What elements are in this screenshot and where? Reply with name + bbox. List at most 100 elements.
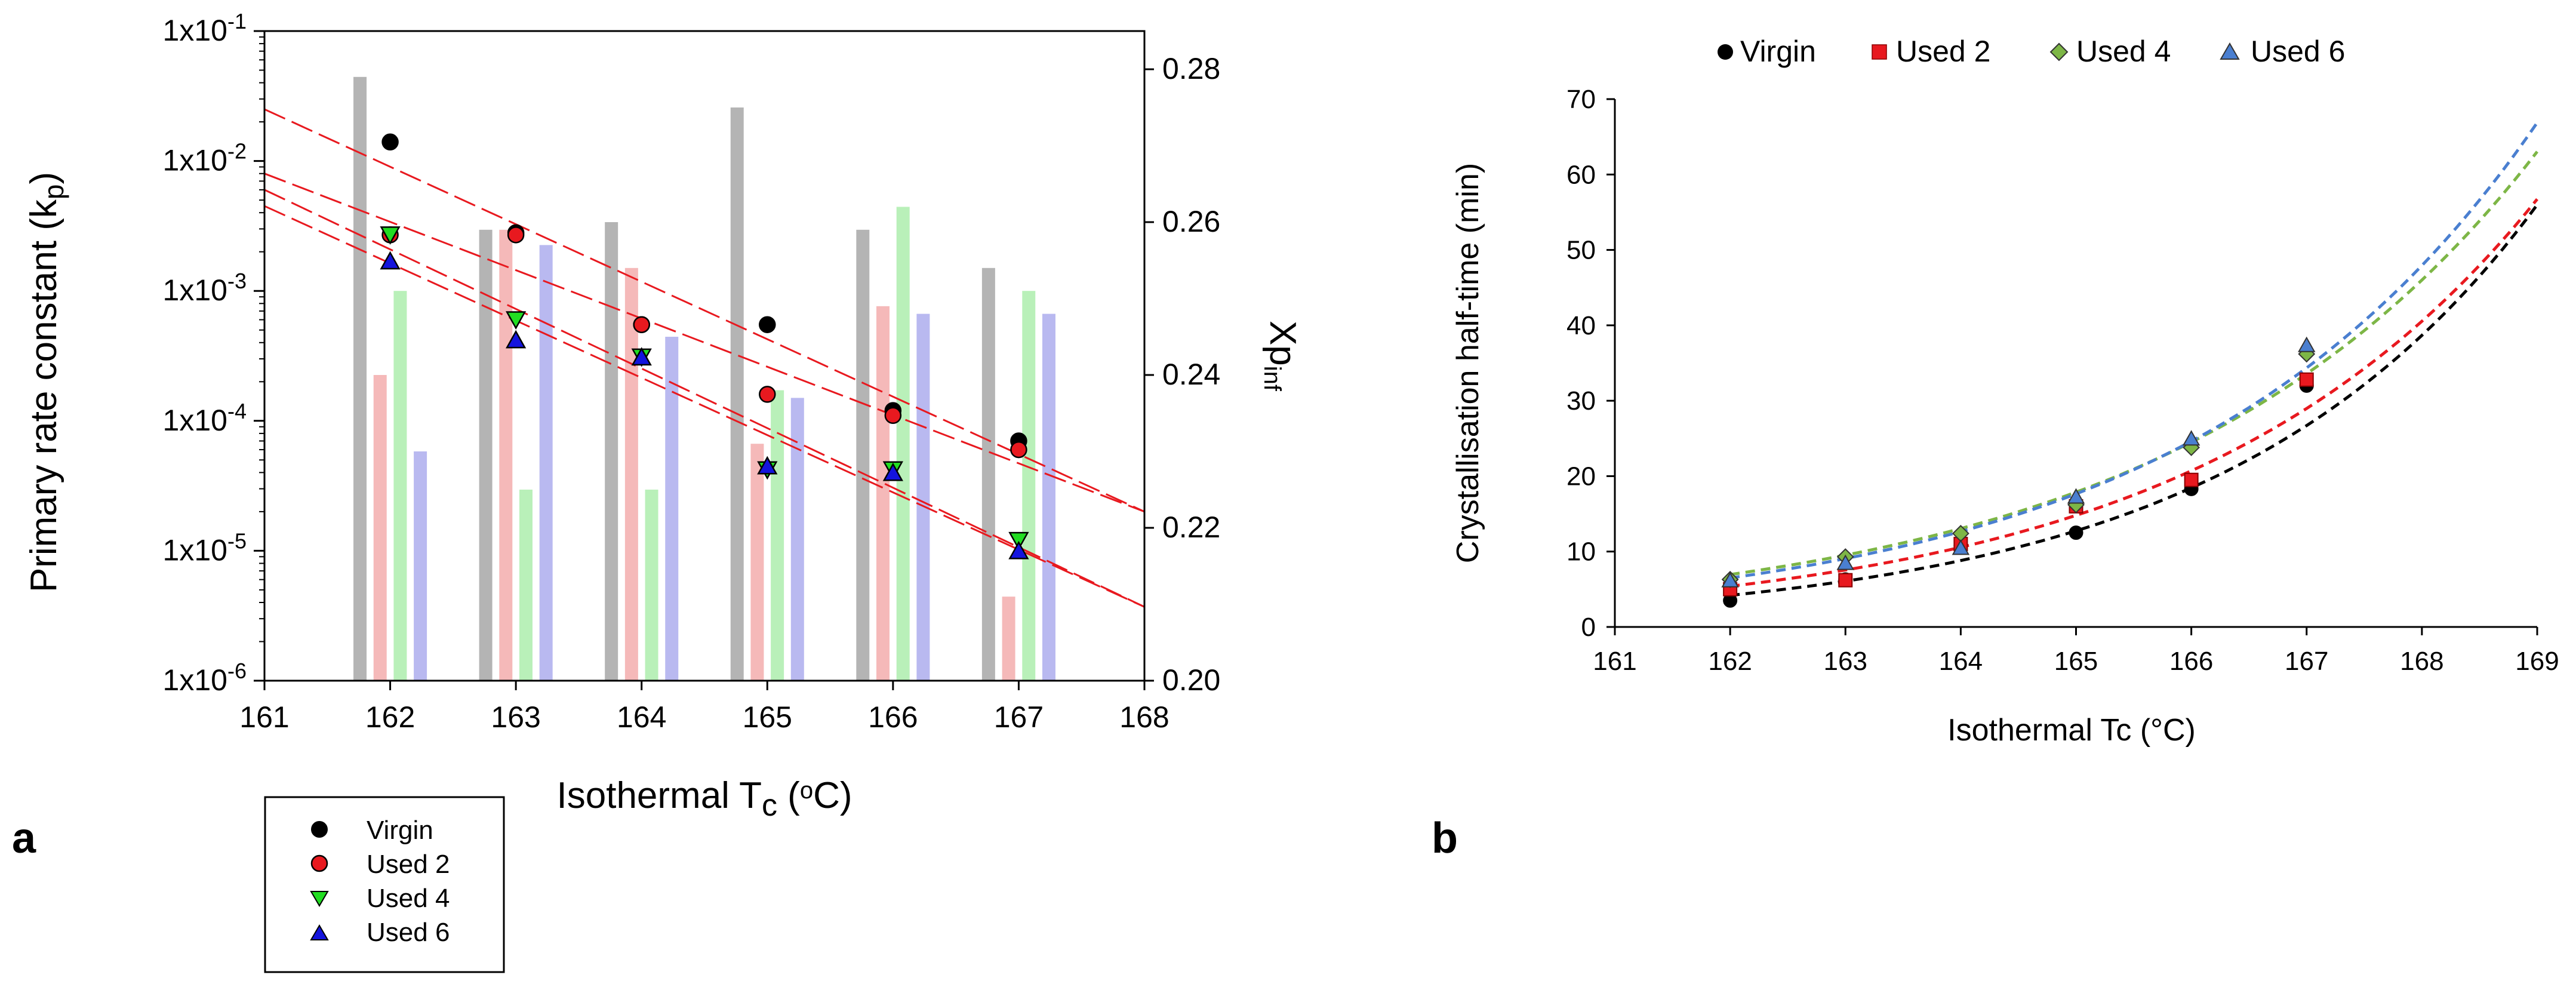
- a-data-points: [380, 133, 1029, 559]
- b-legend-label-used2: Used 2: [1896, 35, 1990, 68]
- b-fit-used-4: [1729, 150, 2538, 576]
- a-point-used-2: [759, 386, 776, 403]
- panel-a-label: a: [12, 814, 36, 862]
- b-y-ticks: 0 10 20 30 40 50 60 70: [1566, 85, 1615, 642]
- a-bar-virgin: [730, 107, 744, 681]
- b-legend-label-virgin: Virgin: [1740, 35, 1816, 68]
- a-bar-used-6: [665, 337, 679, 681]
- a-bar-used-6: [414, 451, 427, 681]
- a-bar-used-6: [539, 245, 553, 681]
- a-fit-line: [264, 108, 1145, 513]
- a-bar-used-2: [499, 229, 513, 681]
- a-fit-line: [264, 189, 1145, 608]
- a-x-axis-label: Isothermal Tc (oC): [557, 775, 852, 823]
- panel-b-label: b: [1432, 814, 1458, 862]
- a-legend-marker-used6: [310, 924, 329, 940]
- b-y-tick-label: 70: [1566, 85, 1596, 114]
- a-point-used-6: [882, 462, 903, 481]
- a-y2-tick-label: 0.24: [1162, 358, 1220, 391]
- b-legend-label-used4: Used 4: [2076, 35, 2171, 68]
- a-point-virgin: [381, 133, 399, 151]
- b-x-tick-label: 163: [1824, 647, 1867, 676]
- a-point-used-6: [380, 251, 401, 270]
- b-legend-marker-virgin: [1718, 44, 1733, 60]
- a-y2-tick-label: 0.26: [1162, 205, 1220, 238]
- a-y-tick-label: 1x10-6: [163, 659, 247, 697]
- b-point-used-6: [1836, 554, 1854, 570]
- a-x-tick-label: 162: [365, 700, 415, 734]
- a-bar-used-2: [750, 444, 764, 681]
- a-bar-used-6: [790, 398, 804, 681]
- a-point-used-6: [1008, 540, 1029, 559]
- b-data-points: [1721, 336, 2316, 608]
- a-legend-box: [264, 796, 505, 973]
- a-bar-group: [353, 76, 1055, 681]
- b-legend-marker-used4: [2049, 42, 2069, 62]
- b-fit-virgin: [1729, 204, 2538, 597]
- a-x-tick-label: 167: [994, 700, 1044, 734]
- a-bar-used-6: [1042, 313, 1055, 681]
- b-legend: Virgin Used 2 Used 4 Used 6: [1718, 35, 2345, 68]
- b-y-tick-label: 50: [1566, 236, 1596, 265]
- a-point-used-6: [757, 456, 778, 475]
- b-y-tick-label: 30: [1566, 386, 1596, 416]
- a-plot-frame: [263, 30, 1146, 682]
- a-point-virgin: [759, 316, 776, 333]
- a-point-used-6: [631, 347, 652, 366]
- a-x-tick-label: 165: [743, 700, 792, 734]
- a-legend-label-used2: Used 2: [367, 850, 450, 879]
- a-legend-marker-virgin: [311, 821, 328, 838]
- panel-a: 161 162 163 164 165 166 167 168 1x10-11x10-21x1…: [12, 9, 1303, 973]
- a-fit-lines: [264, 108, 1145, 608]
- b-point-used-6: [2182, 430, 2200, 446]
- b-x-tick-label: 168: [2400, 647, 2443, 676]
- a-bar-used-4: [519, 490, 533, 681]
- a-y-tick-label: 1x10-4: [163, 399, 247, 437]
- b-point-used-2: [1838, 573, 1853, 588]
- a-bar-used-2: [876, 306, 890, 681]
- a-y2-tick-label: 0.22: [1162, 511, 1220, 544]
- a-point-used-4: [380, 226, 401, 245]
- b-point-used-6: [2298, 336, 2316, 352]
- b-x-tick-label: 161: [1593, 647, 1636, 676]
- b-y-tick-label: 20: [1566, 462, 1596, 491]
- a-legend: Virgin Used 2 Used 4 Used 6: [264, 796, 505, 973]
- b-x-tick-label: 164: [1939, 647, 1983, 676]
- a-point-used-4: [506, 311, 527, 330]
- a-point-used-6: [506, 330, 527, 349]
- a-bar-virgin: [605, 222, 618, 681]
- b-y-axis-label: Crystallisation half-time (min): [1451, 163, 1485, 563]
- b-x-ticks: 161 162 163 164 165 166 167 168 169: [1593, 627, 2559, 676]
- a-y2-tick-label: 0.20: [1162, 663, 1220, 697]
- b-x-axis-label: Isothermal Tc (°C): [1947, 713, 2196, 748]
- a-bar-virgin: [479, 229, 493, 681]
- b-point-used-2: [2299, 372, 2314, 387]
- b-point-used-6: [1721, 571, 1739, 588]
- a-legend-label-used4: Used 4: [367, 884, 450, 913]
- b-y-tick-label: 10: [1566, 537, 1596, 567]
- b-legend-marker-used6: [2220, 42, 2240, 60]
- b-x-tick-label: 166: [2169, 647, 2213, 676]
- a-bar-used-4: [645, 490, 658, 681]
- a-point-used-2: [1010, 441, 1027, 459]
- a-x-tick-label: 163: [491, 700, 540, 734]
- a-legend-label-virgin: Virgin: [367, 816, 433, 845]
- a-point-used-2: [884, 407, 902, 425]
- a-bar-used-6: [916, 313, 930, 681]
- a-bar-used-4: [393, 291, 407, 681]
- b-point-used-2: [2184, 472, 2199, 487]
- a-bar-used-4: [896, 207, 910, 681]
- a-bar-virgin: [856, 229, 870, 681]
- a-point-used-2: [507, 226, 525, 244]
- a-y-tick-label: 1x10-3: [163, 269, 247, 307]
- b-point-virgin: [2069, 525, 2083, 540]
- a-legend-marker-used2: [310, 854, 328, 872]
- a-x-tick-label: 161: [239, 700, 289, 734]
- a-y-axis-label: Primary rate constant (kp): [23, 172, 69, 592]
- a-y2-axis-label: Xpinf: [1259, 321, 1303, 392]
- a-point-used-2: [633, 316, 650, 333]
- b-y-tick-label: 40: [1566, 311, 1596, 340]
- a-bar-used-2: [373, 375, 387, 681]
- b-legend-label-used6: Used 6: [2251, 35, 2345, 68]
